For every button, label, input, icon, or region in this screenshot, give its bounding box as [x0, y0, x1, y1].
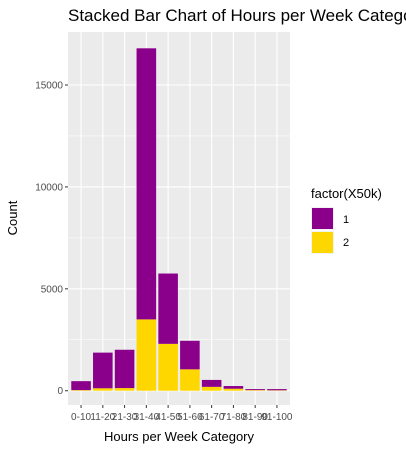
legend-title: factor(X50k)	[311, 186, 382, 201]
bar-segment-51-60-2	[180, 369, 200, 391]
y-tick-label: 15000	[35, 80, 63, 91]
x-tick-label: 51-60	[177, 412, 203, 423]
y-axis-title: Count	[5, 200, 20, 235]
x-tick-label: 61-70	[199, 412, 225, 423]
bar-segment-71-80-1	[223, 386, 244, 389]
bar-segment-31-40-1	[136, 48, 157, 320]
bar-segment-11-20-1	[93, 352, 113, 389]
bar-segment-61-70-2	[201, 386, 222, 391]
bar-segment-81-90-2	[245, 390, 265, 391]
bar-segment-81-90-1	[245, 389, 265, 391]
x-tick-label: 81-90	[242, 412, 268, 423]
legend-swatch-2	[312, 232, 333, 253]
bar-segment-41-50-1	[158, 273, 178, 344]
legend-swatch-1	[312, 208, 333, 229]
bar-segment-41-50-2	[158, 343, 178, 391]
bar-segment-0-10-1	[71, 381, 91, 391]
x-tick-label: 31-40	[134, 412, 160, 423]
x-tick-label: 41-50	[155, 412, 181, 423]
x-axis: 0-10 11-2021-3031-4041-5051-6061-7071-808…	[71, 405, 293, 423]
bar-segment-91-100-1	[267, 389, 287, 391]
bar-segment-0-10-2	[71, 390, 91, 391]
legend: factor(X50k) 1 2	[311, 186, 382, 254]
y-tick-label: 0	[57, 386, 63, 397]
legend-label-2: 2	[343, 237, 349, 249]
y-axis: 0 5000 10000 15000	[35, 80, 68, 397]
x-tick-label: 71-80	[221, 412, 247, 423]
bars	[71, 48, 287, 391]
x-tick-label: 21-30	[112, 412, 138, 423]
y-tick-label: 10000	[35, 182, 63, 193]
legend-label-1: 1	[343, 214, 349, 226]
bar-segment-51-60-1	[180, 340, 200, 370]
x-tick-label: 91-100	[261, 412, 293, 423]
bar-segment-61-70-1	[201, 379, 222, 387]
y-tick-label: 5000	[41, 284, 64, 295]
x-tick-label: 11-20	[90, 412, 115, 423]
bar-segment-31-40-2	[136, 319, 157, 391]
plot-panel	[68, 32, 290, 405]
x-axis-title: Hours per Week Category	[104, 429, 255, 444]
chart-title: Stacked Bar Chart of Hours per Week Cate…	[68, 6, 406, 25]
bar-segment-21-30-2	[114, 388, 135, 391]
bar-segment-11-20-2	[93, 388, 113, 391]
x-tick-label: 0-10	[71, 412, 91, 423]
bar-segment-21-30-1	[114, 349, 135, 389]
bar-segment-71-80-2	[223, 388, 244, 391]
